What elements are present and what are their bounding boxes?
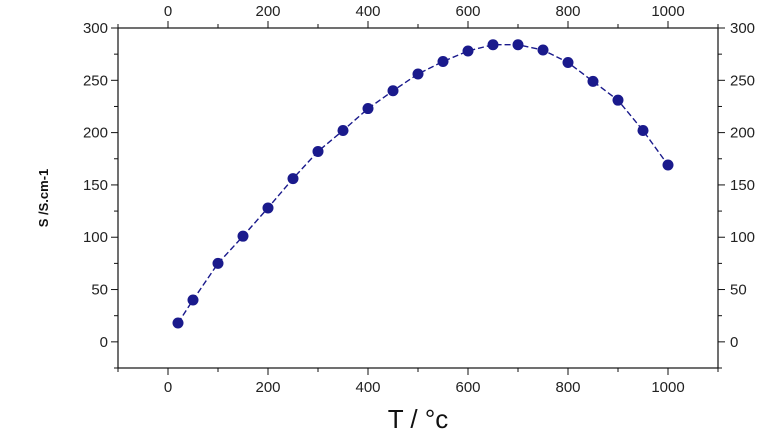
y-tick-label-left: 300 (83, 20, 108, 37)
y-axis-title: S /S.cm-1 (36, 169, 51, 228)
x-tick-label-top: 0 (164, 3, 172, 20)
y-tick-label-left: 200 (83, 125, 108, 142)
x-axis-title: T / °c (388, 404, 448, 434)
x-tick-label-top: 600 (455, 3, 480, 20)
x-axis-bottom: 0 200 400 600 800 1000 (117, 368, 719, 396)
y-tick-label-right: 200 (730, 125, 755, 142)
data-point (362, 103, 374, 115)
y-axis-right: 0 50 100 150 200 250 300 (718, 20, 755, 369)
y-tick-label-right: 150 (730, 177, 755, 194)
data-point (512, 39, 524, 51)
x-tick-label-bottom: 600 (455, 379, 480, 396)
y-tick-label-left: 0 (100, 334, 108, 351)
y-tick-label-right: 0 (730, 334, 738, 351)
data-point (587, 75, 599, 87)
data-point (537, 44, 549, 56)
y-tick-label-right: 300 (730, 20, 755, 37)
x-tick-label-top: 800 (555, 3, 580, 20)
data-point (262, 202, 274, 214)
y-tick-label-right: 100 (730, 229, 755, 246)
data-point (612, 94, 624, 106)
y-tick-label-left: 100 (83, 229, 108, 246)
x-tick-label-bottom: 0 (164, 379, 172, 396)
series-line (177, 44, 669, 324)
data-point (387, 85, 399, 97)
y-tick-label-left: 150 (83, 177, 108, 194)
data-point (172, 317, 184, 329)
x-tick-label-bottom: 1000 (651, 379, 684, 396)
data-point (462, 45, 474, 57)
data-point (337, 125, 349, 137)
x-axis-top: 0 200 400 600 800 1000 (117, 3, 719, 28)
data-point (287, 173, 299, 185)
data-point (312, 145, 324, 157)
data-point (437, 55, 449, 67)
data-point (412, 68, 424, 80)
data-point (212, 257, 224, 269)
series-points (172, 39, 674, 329)
data-point (637, 125, 649, 137)
data-point (237, 230, 249, 242)
data-point (487, 39, 499, 51)
data-point (187, 294, 199, 306)
x-tick-label-top: 200 (255, 3, 280, 20)
x-tick-label-top: 1000 (651, 3, 684, 20)
y-axis-left: 0 50 100 150 200 250 300 (83, 20, 118, 369)
x-tick-label-bottom: 400 (355, 379, 380, 396)
x-tick-label-bottom: 200 (255, 379, 280, 396)
x-tick-label-bottom: 800 (555, 379, 580, 396)
data-point (662, 159, 674, 171)
x-tick-label-top: 400 (355, 3, 380, 20)
y-tick-label-right: 50 (730, 282, 747, 299)
data-point (562, 57, 574, 69)
y-tick-label-right: 250 (730, 72, 755, 89)
y-tick-label-left: 50 (91, 282, 108, 299)
y-tick-label-left: 250 (83, 72, 108, 89)
